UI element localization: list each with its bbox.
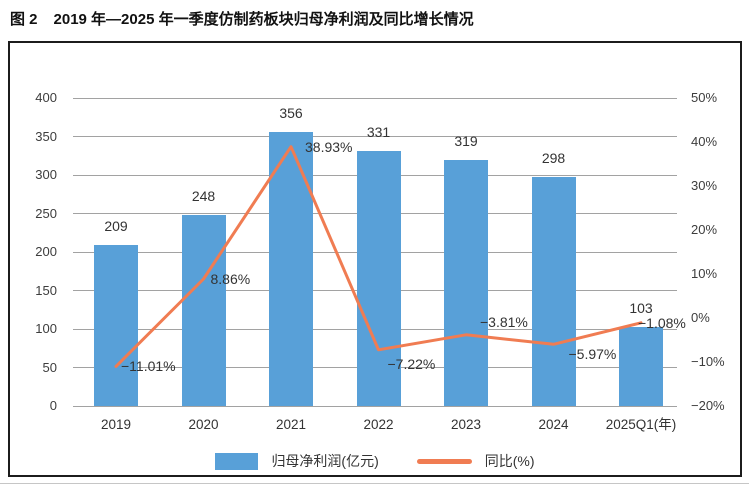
legend-bar-swatch [215, 452, 259, 470]
chart-legend: 归母净利润(亿元) 同比(%) [8, 451, 742, 471]
legend-bar-label: 归母净利润(亿元) [271, 453, 379, 469]
chart-frame [8, 41, 742, 477]
legend-line-label: 同比(%) [484, 453, 535, 469]
figure-caption: 图 2 2019 年—2025 年一季度仿制药板块归母净利润及同比增长情况 [10, 8, 474, 29]
figure-title-text: 2019 年—2025 年一季度仿制药板块归母净利润及同比增长情况 [53, 11, 474, 28]
legend-line-swatch [416, 458, 472, 464]
page-bottom-divider [0, 483, 749, 484]
figure-number: 图 2 [10, 11, 38, 28]
